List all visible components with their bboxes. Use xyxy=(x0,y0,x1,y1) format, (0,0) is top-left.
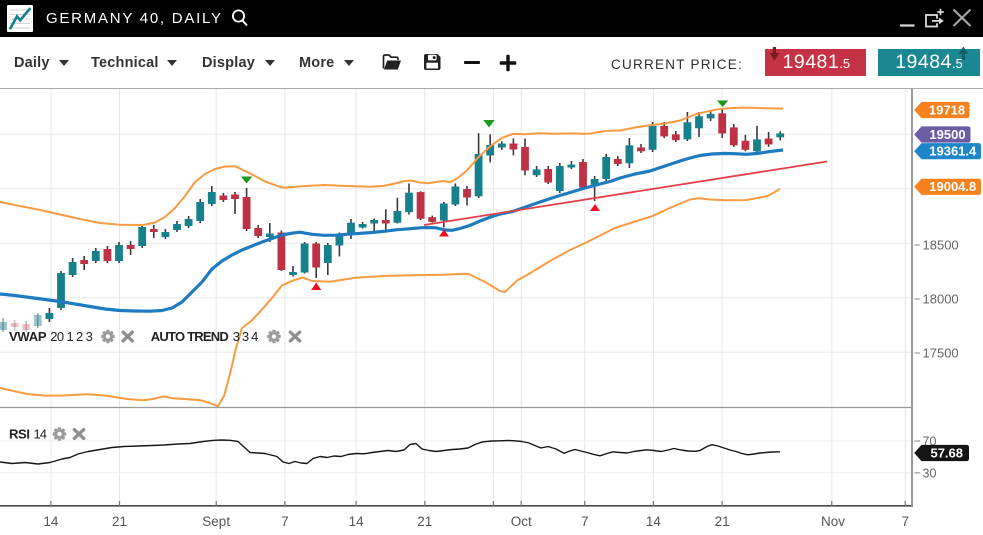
svg-text:19004.8: 19004.8 xyxy=(929,179,976,194)
svg-text:19500: 19500 xyxy=(929,127,965,142)
svg-text:Oct: Oct xyxy=(511,514,532,529)
svg-text:19361.4: 19361.4 xyxy=(929,144,977,159)
svg-text:Sept: Sept xyxy=(202,514,230,529)
svg-text:30: 30 xyxy=(923,466,937,480)
svg-text:18000: 18000 xyxy=(923,292,959,307)
svg-text:RSI: RSI xyxy=(9,427,30,442)
svg-text:AUTO TREND: AUTO TREND xyxy=(151,329,229,344)
svg-text:14: 14 xyxy=(34,427,48,442)
svg-text:20 1 2 3: 20 1 2 3 xyxy=(50,329,93,344)
svg-text:57.68: 57.68 xyxy=(930,445,963,460)
svg-text:17500: 17500 xyxy=(923,346,959,361)
svg-text:VWAP: VWAP xyxy=(9,329,47,344)
svg-text:7: 7 xyxy=(281,514,289,529)
svg-text:18500: 18500 xyxy=(923,238,959,253)
svg-text:7: 7 xyxy=(581,514,589,529)
svg-text:21: 21 xyxy=(715,514,730,529)
svg-text:21: 21 xyxy=(112,514,127,529)
svg-text:21: 21 xyxy=(417,514,432,529)
svg-text:7: 7 xyxy=(901,514,909,529)
svg-text:3 3 4: 3 3 4 xyxy=(233,329,258,344)
svg-text:14: 14 xyxy=(646,514,662,529)
svg-text:14: 14 xyxy=(349,514,365,529)
svg-text:14: 14 xyxy=(43,514,59,529)
svg-text:19718: 19718 xyxy=(929,102,965,117)
svg-text:Nov: Nov xyxy=(821,514,845,529)
